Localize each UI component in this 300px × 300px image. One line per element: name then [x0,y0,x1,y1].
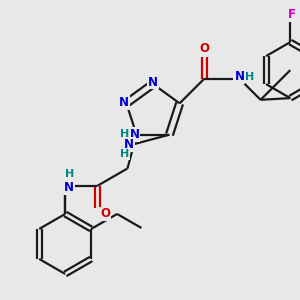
Text: H: H [64,169,74,179]
Text: H: H [120,149,129,160]
Text: H: H [245,72,254,82]
Text: N: N [124,138,134,151]
Text: F: F [288,8,296,21]
Text: N: N [234,70,244,83]
Text: H: H [120,130,129,140]
Text: O: O [100,208,110,220]
Text: N: N [119,96,129,109]
Text: N: N [64,182,74,194]
Text: O: O [200,42,209,55]
Text: N: N [130,128,140,141]
Text: N: N [148,76,158,88]
